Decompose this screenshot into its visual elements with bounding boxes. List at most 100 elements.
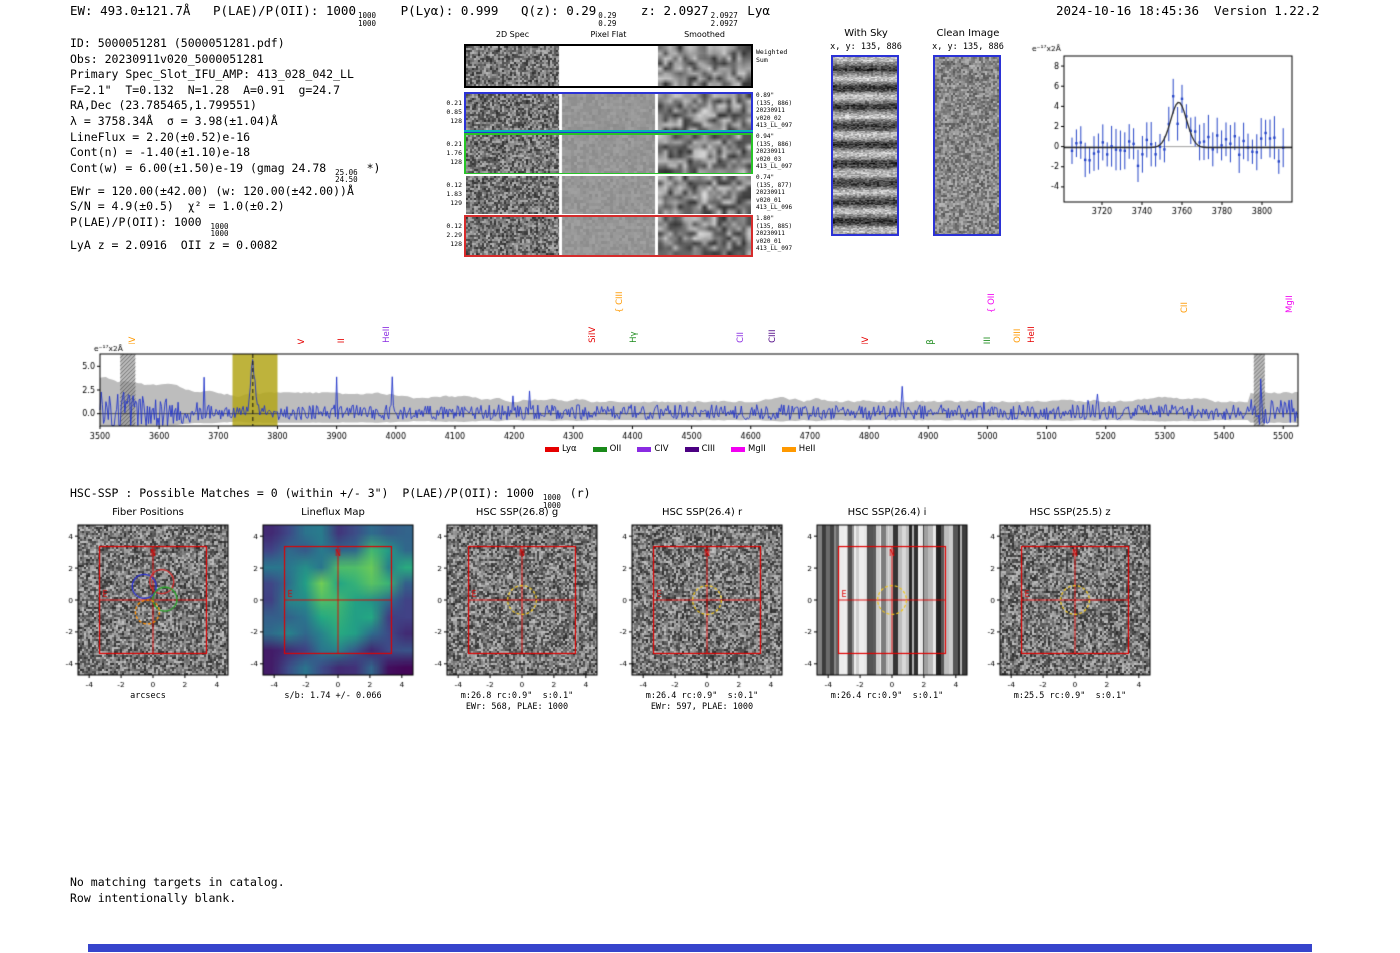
legend-label: MgII (748, 444, 766, 454)
fiber-meta-line: (135, 877) (756, 181, 793, 189)
legend-item: CIV (637, 444, 669, 454)
fiber-stat: 0.12 (446, 222, 462, 230)
info-line: P(LAE)/P(OII): 1000 1000 1000 (70, 215, 380, 238)
legend-label: HeII (798, 444, 816, 454)
fiber-meta-line: v020_03 (756, 155, 782, 163)
spectrum-legend: Lyα OII CIV CIII MgII HeII (545, 444, 815, 454)
info-text: LyA z = 2.0916 OII z = 0.0082 (70, 237, 278, 252)
info-text: LineFlux = 2.20(±0.52)e-16 (70, 129, 251, 144)
legend-swatch (592, 446, 607, 452)
cutout-title: HSC SSP(26.8) g (475, 507, 559, 518)
hsc-fraction: 1000 1000 (543, 494, 561, 509)
with-sky-image (833, 57, 897, 234)
fiber-stat: 2.29 (446, 231, 462, 239)
info-line: F=2.1" T=0.132 N=1.28 A=0.91 g=24.7 (70, 83, 380, 99)
fiber-meta-line: 0.74" (756, 174, 775, 181)
fiber-meta-line: (135, 885) (756, 222, 793, 230)
fiber-stat: 0.21 (446, 99, 462, 107)
info-text: ID: 5000051281 (5000051281.pdf) (70, 36, 285, 50)
info-text: P(LAE)/P(OII): 1000 (70, 214, 209, 229)
info-line: Cont(n) = -1.40(±1.10)e-18 (70, 145, 380, 161)
footer-notes: No matching targets in catalog. Row inte… (70, 875, 285, 906)
info-text: RA,Dec (23.785465,1.799551) (70, 98, 257, 113)
weighted-sum-image (466, 46, 751, 86)
summary-fraction: 0.29 0.29 (598, 12, 616, 27)
cutout-panel: Lineflux Map s/b: 1.74 +/- 0.066 (233, 507, 421, 702)
info-line: Cont(w) = 6.00(±1.50)e-19 (gmag 24.78 25… (70, 161, 380, 184)
info-line: Obs: 20230911v020_5000051281 (70, 52, 380, 68)
fiber-row-frame (464, 92, 753, 134)
emission-line-marker: CII (1179, 302, 1190, 313)
full-spectrum-plot (60, 344, 1310, 456)
summary-fraction: 2.0927 2.0927 (711, 12, 738, 27)
fiber-meta-line: 413_LL_097 (756, 163, 793, 170)
summary-fraction-hi: 2.0927 (710, 11, 738, 20)
summary-fraction-lo: 2.0927 (710, 18, 738, 28)
info-line: λ = 3758.34Å σ = 3.98(±1.04)Å (70, 114, 380, 130)
fiber-row-stats: 0.12 2.29 128 (438, 222, 462, 249)
info-fraction-hi: 25.06 (335, 167, 358, 177)
legend-swatch (684, 446, 699, 452)
fiber-row-image (466, 176, 751, 214)
legend-swatch (731, 446, 746, 452)
summary-text: EW: 493.0±121.7Å P(LAE)/P(OII): 1000 (70, 3, 356, 18)
legend-label: CIV (654, 444, 669, 454)
legend-item: CIII (684, 444, 715, 454)
fiber-stat: 0.21 (446, 140, 462, 148)
fiber-row-stats: 0.21 1.76 128 (438, 140, 462, 167)
cutout-title: Lineflux Map (301, 507, 365, 518)
hsc-text: HSC-SSP : Possible Matches = 0 (within +… (70, 486, 541, 500)
hsc-matches-header: HSC-SSP : Possible Matches = 0 (within +… (70, 486, 591, 509)
summary-fraction-hi: 1000 (357, 11, 377, 20)
clean-image-title: Clean Image (936, 28, 1000, 39)
fiber-meta-line: 0.94" (756, 133, 775, 140)
with-sky-coords: x, y: 135, 886 (830, 42, 902, 52)
fiber-stat: 128 (450, 117, 462, 125)
cutout-title: HSC SSP(25.5) z (1029, 507, 1111, 518)
cutout-image (233, 521, 421, 691)
legend-swatch (781, 446, 796, 452)
legend-label: Lyα (562, 444, 577, 454)
fiber-meta-line: v020_02 (756, 114, 782, 122)
legend-swatch (637, 446, 652, 452)
fiber-row-meta: 0.94" (135, 886) 20230911 v020_03 413_LL_097 (756, 133, 792, 171)
hsc-text: (r) (562, 486, 591, 500)
info-line: RA,Dec (23.785465,1.799551) (70, 98, 380, 114)
clean-image (935, 57, 999, 234)
emission-line-marker: { CIII (615, 291, 626, 313)
cutout-caption: m:26.4 rc:0.9" s:0.1" (830, 691, 944, 701)
cutout-image (787, 521, 975, 691)
cutout-caption: s/b: 1.74 +/- 0.066 (284, 691, 382, 701)
summary-text: z: 2.0927 (618, 3, 709, 18)
fiber-stat: 128 (450, 240, 462, 248)
weighted-sum-label-line: Weighted (756, 48, 788, 56)
legend-item: MgII (731, 444, 766, 454)
info-line: LineFlux = 2.20(±0.52)e-16 (70, 130, 380, 146)
fiber-stat: 1.83 (446, 190, 462, 198)
info-fraction-lo: 24.50 (335, 175, 358, 185)
fiber-row-frame (464, 133, 753, 175)
fiber-row-stats: 0.12 1.83 129 (438, 181, 462, 208)
summary-header: EW: 493.0±121.7Å P(LAE)/P(OII): 1000 1000… (70, 3, 770, 27)
cutout-caption: m:26.4 rc:0.9" s:0.1" (645, 691, 759, 701)
cutout-title: HSC SSP(26.4) r (661, 507, 743, 518)
cutout-panel: HSC SSP(25.5) z m:25.5 rc:0.9" s:0.1" (970, 507, 1158, 702)
info-text: Primary Spec_Slot_IFU_AMP: 413_028_042_L… (70, 67, 354, 82)
cutout-panel: HSC SSP(26.4) i m:26.4 rc:0.9" s:0.1" (787, 507, 975, 702)
summary-text: P(Lyα): 0.999 Q(z): 0.29 (378, 3, 597, 18)
info-text: *) (359, 160, 381, 175)
fiber-stat: 128 (450, 158, 462, 166)
weighted-sum-row-frame (464, 44, 753, 88)
legend-swatch (545, 446, 559, 452)
detection-info-block: ID: 5000051281 (5000051281.pdf) Obs: 2023… (70, 36, 380, 254)
clean-image-frame (933, 55, 1001, 236)
info-text: Cont(w) = 6.00(±1.50)e-19 (gmag 24.78 (70, 160, 334, 175)
fiber-row-frame (464, 174, 753, 216)
fiber-meta-line: 20230911 (756, 148, 785, 155)
fiber-row-image (466, 135, 751, 173)
fiber-meta-line: 20230911 (756, 230, 785, 237)
fiber-stat: 0.85 (446, 108, 462, 116)
summary-fraction-lo: 0.29 (598, 18, 617, 28)
with-sky-frame (831, 55, 899, 236)
